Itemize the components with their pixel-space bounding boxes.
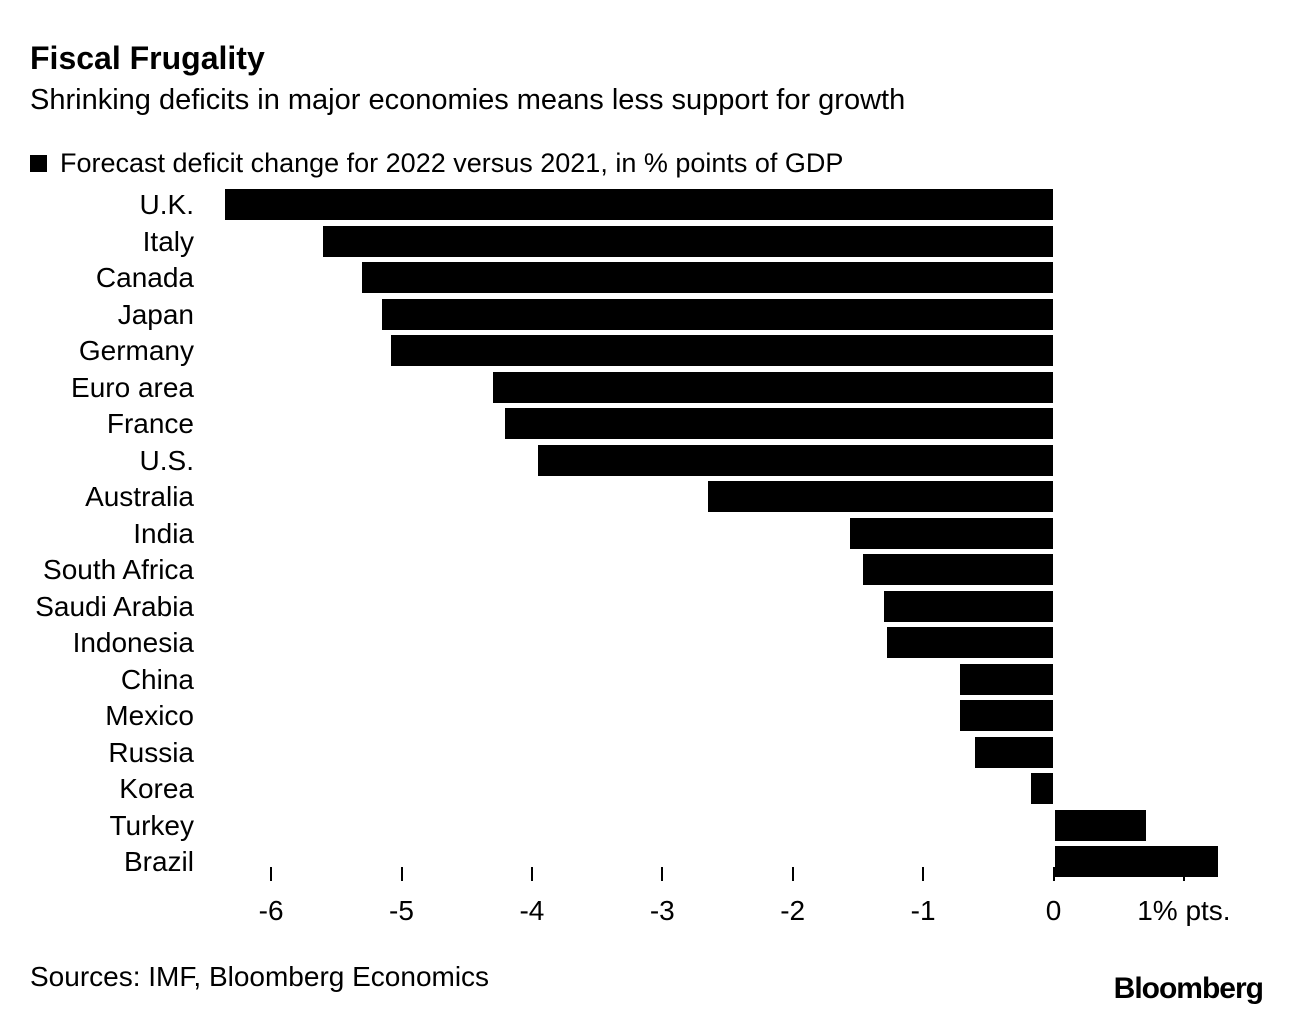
country-label: Japan — [117, 298, 194, 330]
legend-label: Forecast deficit change for 2022 versus … — [60, 148, 844, 178]
country-label: France — [106, 408, 194, 439]
bar — [707, 481, 1054, 512]
bar — [1031, 773, 1054, 804]
country-label: Euro area — [71, 371, 194, 403]
bar — [863, 554, 1054, 585]
x-axis-tick-label: -3 — [649, 895, 675, 926]
country-label: Australia — [85, 481, 194, 512]
country-label: Mexico — [105, 700, 194, 731]
bar — [225, 189, 1054, 220]
country-label: Russia — [108, 736, 194, 768]
legend: Forecast deficit change for 2022 versus … — [30, 148, 843, 179]
bar — [886, 627, 1054, 658]
x-axis-tick — [270, 867, 273, 881]
country-label: Italy — [142, 225, 194, 257]
x-axis-tick-label: -4 — [519, 895, 545, 926]
country-label: Korea — [119, 773, 194, 804]
country-label: South Africa — [43, 554, 194, 585]
country-label: Brazil — [123, 846, 194, 877]
x-axis-tick — [791, 867, 794, 881]
bar — [959, 663, 1054, 695]
bar — [1054, 846, 1218, 877]
chart-title: Fiscal Frugality — [30, 40, 265, 76]
country-label: Canada — [95, 262, 194, 293]
bar — [1054, 809, 1146, 841]
country-label: Germany — [78, 335, 194, 366]
x-axis-tick-label: -6 — [258, 895, 284, 926]
country-label: U.S. — [139, 444, 194, 476]
bar — [492, 371, 1054, 403]
x-axis-tick-label: -1 — [910, 895, 936, 926]
x-axis-tick — [530, 867, 533, 881]
bar — [391, 335, 1054, 366]
country-label: Turkey — [109, 809, 194, 841]
bar — [959, 700, 1054, 731]
country-label: Saudi Arabia — [35, 590, 194, 622]
bar — [504, 408, 1054, 439]
bar — [323, 225, 1054, 257]
country-label: China — [120, 663, 194, 695]
bar — [850, 517, 1054, 549]
bar — [538, 444, 1054, 476]
x-axis-tick-label: -2 — [780, 895, 806, 926]
chart-subtitle: Shrinking deficits in major economies me… — [30, 84, 906, 116]
x-axis-tick — [661, 867, 664, 881]
country-label: India — [133, 517, 194, 549]
bar — [362, 262, 1054, 293]
country-label: U.K. — [139, 189, 194, 220]
bar — [381, 298, 1054, 330]
legend-swatch-icon — [30, 155, 47, 172]
bloomberg-logo: Bloomberg — [1113, 972, 1264, 1005]
x-axis-tick-label: 1% pts. — [1137, 895, 1231, 926]
sources-text: Sources: IMF, Bloomberg Economics — [30, 961, 490, 992]
x-axis-tick-label: -5 — [389, 895, 414, 926]
x-axis-tick-label: 0 — [1045, 895, 1062, 926]
x-axis-tick — [922, 867, 925, 881]
x-axis-tick — [1052, 867, 1055, 881]
bar — [975, 736, 1054, 768]
x-axis-tick — [400, 867, 403, 881]
country-label: Indonesia — [72, 627, 194, 658]
bar — [883, 590, 1054, 622]
